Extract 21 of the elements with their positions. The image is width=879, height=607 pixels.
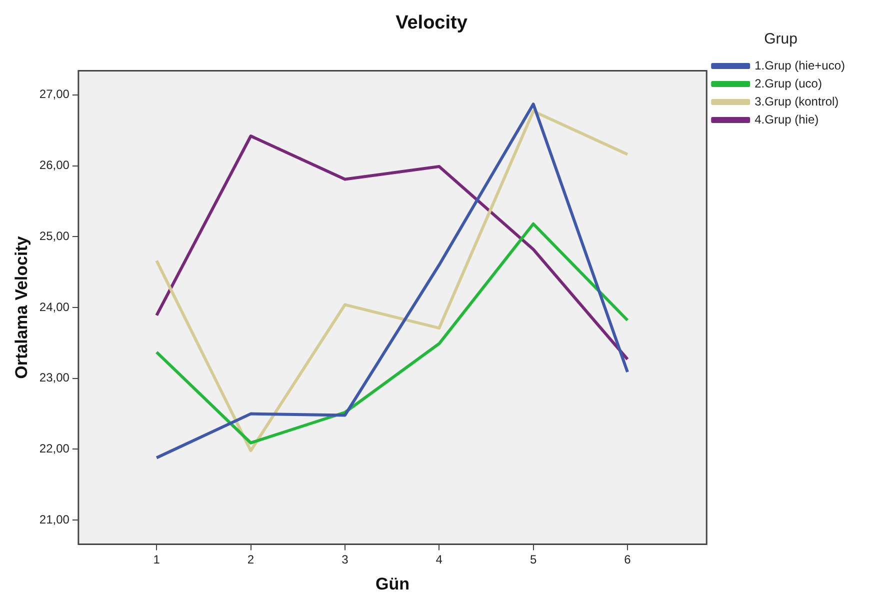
- x-tick-label: 1: [153, 552, 160, 567]
- y-axis-title: Ortalama Velocity: [12, 236, 31, 379]
- chart-title: Velocity: [396, 12, 468, 34]
- y-tick-label: 22,00: [39, 442, 70, 456]
- x-tick-label: 3: [342, 552, 349, 567]
- x-axis-title: Gün: [376, 574, 410, 594]
- legend-label: 3.Grup (kontrol): [754, 94, 839, 108]
- legend-title: Grup: [764, 30, 798, 48]
- y-tick-label: 21,00: [39, 512, 70, 526]
- y-tick-label: 24,00: [39, 300, 70, 314]
- x-tick-label: 5: [530, 552, 537, 567]
- y-tick-label: 25,00: [39, 228, 70, 243]
- y-tick-label: 27,00: [39, 87, 70, 102]
- y-tick-label: 23,00: [39, 370, 70, 385]
- x-tick-label: 4: [436, 552, 443, 567]
- x-tick-label: 2: [247, 552, 254, 567]
- x-tick-label: 6: [624, 552, 632, 567]
- y-tick-label: 26,00: [39, 158, 70, 172]
- legend-label: 4.Grup (hie): [754, 112, 819, 126]
- legend-label: 2.Grup (uco): [754, 76, 822, 90]
- legend-label: 1.Grup (hie+uco): [754, 58, 846, 72]
